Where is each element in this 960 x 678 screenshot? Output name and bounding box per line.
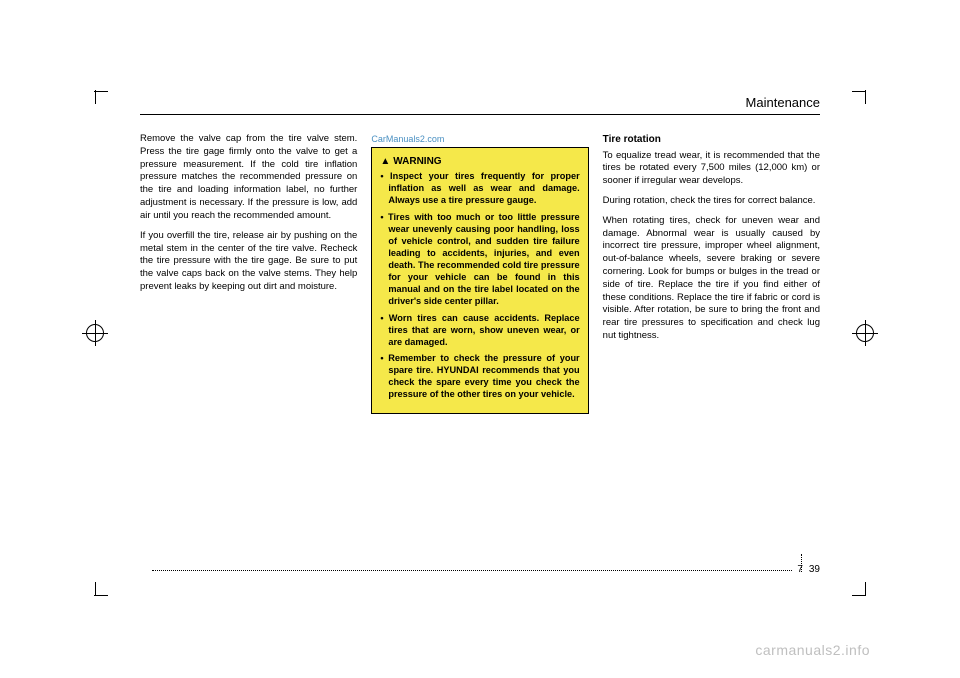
body-text: To equalize tread wear, it is recommende… xyxy=(603,150,820,188)
column-3: Tire rotation To equalize tread wear, it… xyxy=(603,133,820,414)
body-text: During rotation, check the tires for cor… xyxy=(603,195,820,208)
body-text: Remove the valve cap from the tire valve… xyxy=(140,133,357,223)
footer-divider xyxy=(801,554,802,572)
registration-mark xyxy=(852,320,878,346)
warning-box: ▲WARNING Inspect your tires frequently f… xyxy=(371,147,588,414)
crop-mark xyxy=(852,582,878,608)
page-content: Maintenance Remove the valve cap from th… xyxy=(140,95,820,575)
watermark-bottom: carmanuals2.info xyxy=(755,642,870,658)
column-2: CarManuals2.com ▲WARNING Inspect your ti… xyxy=(371,133,588,414)
text-columns: Remove the valve cap from the tire valve… xyxy=(140,133,820,414)
column-1: Remove the valve cap from the tire valve… xyxy=(140,133,357,414)
footer-rule xyxy=(152,570,792,571)
crop-mark xyxy=(852,78,878,104)
warning-item: Inspect your tires frequently for proper… xyxy=(380,171,579,207)
page-footer: 7 39 xyxy=(797,564,820,575)
subheading: Tire rotation xyxy=(603,133,820,147)
crop-mark xyxy=(82,582,108,608)
warning-list: Inspect your tires frequently for proper… xyxy=(380,171,579,401)
warning-title: WARNING xyxy=(393,156,441,167)
warning-icon: ▲ xyxy=(380,156,390,167)
warning-item: Worn tires can cause accidents. Replace … xyxy=(380,313,579,349)
warning-item: Remember to check the pressure of your s… xyxy=(380,353,579,401)
registration-mark xyxy=(82,320,108,346)
page-number: 39 xyxy=(809,564,820,575)
body-text: If you overfill the tire, release air by… xyxy=(140,230,357,294)
section-header: Maintenance xyxy=(140,95,820,115)
crop-mark xyxy=(82,78,108,104)
warning-heading: ▲WARNING xyxy=(380,155,579,168)
warning-item: Tires with too much or too little pressu… xyxy=(380,212,579,308)
watermark-link: CarManuals2.com xyxy=(371,133,588,145)
body-text: When rotating tires, check for uneven we… xyxy=(603,215,820,343)
